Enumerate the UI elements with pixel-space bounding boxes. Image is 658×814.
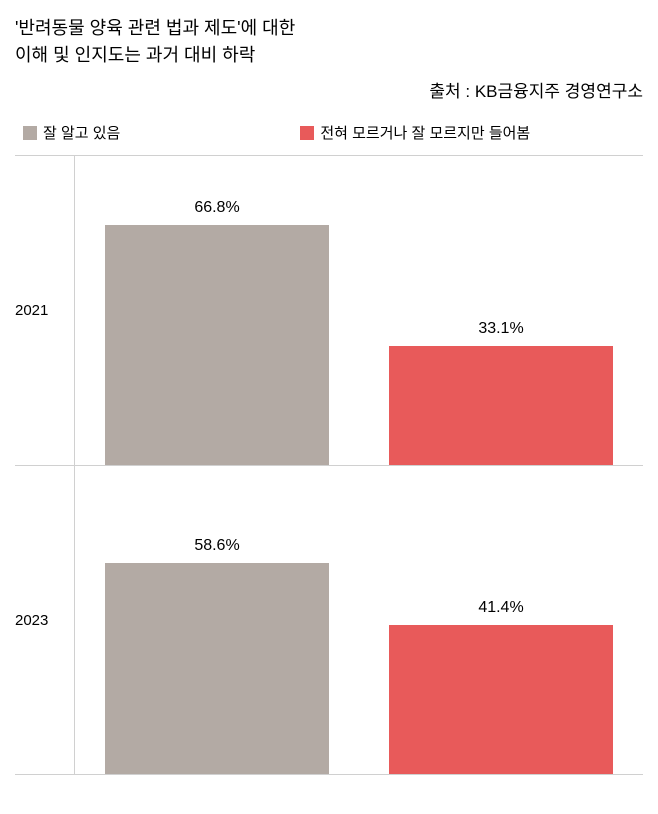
bar-group-0-series1: 66.8% — [105, 156, 329, 465]
bar-group-1-series1: 58.6% — [105, 466, 329, 774]
bar-0-series2 — [389, 346, 613, 465]
chart-panel-1: 2023 58.6% 41.4% — [15, 465, 643, 775]
chart-container: 2021 66.8% 33.1% 2023 58.6% 41.4% — [15, 155, 643, 775]
chart-title: '반려동물 양육 관련 법과 제도'에 대한 이해 및 인지도는 과거 대비 하… — [15, 15, 643, 69]
bars-area-0: 66.8% 33.1% — [75, 156, 643, 465]
chart-source: 출처 : KB금융지주 경영연구소 — [15, 77, 643, 102]
legend-label-series2: 전혀 모르거나 잘 모르지만 들어봄 — [320, 122, 530, 143]
chart-panel-0: 2021 66.8% 33.1% — [15, 155, 643, 465]
legend-swatch-series2 — [300, 126, 314, 140]
title-line-2: 이해 및 인지도는 과거 대비 하락 — [15, 42, 643, 69]
bars-area-1: 58.6% 41.4% — [75, 466, 643, 774]
legend-label-series1: 잘 알고 있음 — [43, 122, 120, 143]
year-label-0: 2021 — [15, 156, 75, 465]
bar-group-1-series2: 41.4% — [389, 466, 613, 774]
chart-legend: 잘 알고 있음 전혀 모르거나 잘 모르지만 들어봄 — [15, 122, 643, 143]
bar-1-series1 — [105, 563, 329, 774]
legend-swatch-series1 — [23, 126, 37, 140]
bar-label-0-series1: 66.8% — [194, 199, 239, 217]
bar-label-0-series2: 33.1% — [478, 320, 523, 338]
legend-item-series1: 잘 알고 있음 — [23, 122, 120, 143]
legend-item-series2: 전혀 모르거나 잘 모르지만 들어봄 — [300, 122, 530, 143]
bar-group-0-series2: 33.1% — [389, 156, 613, 465]
bar-label-1-series2: 41.4% — [478, 599, 523, 617]
bar-label-1-series1: 58.6% — [194, 537, 239, 555]
title-line-1: '반려동물 양육 관련 법과 제도'에 대한 — [15, 15, 643, 42]
year-label-1: 2023 — [15, 466, 75, 774]
bar-1-series2 — [389, 625, 613, 774]
bar-0-series1 — [105, 225, 329, 465]
